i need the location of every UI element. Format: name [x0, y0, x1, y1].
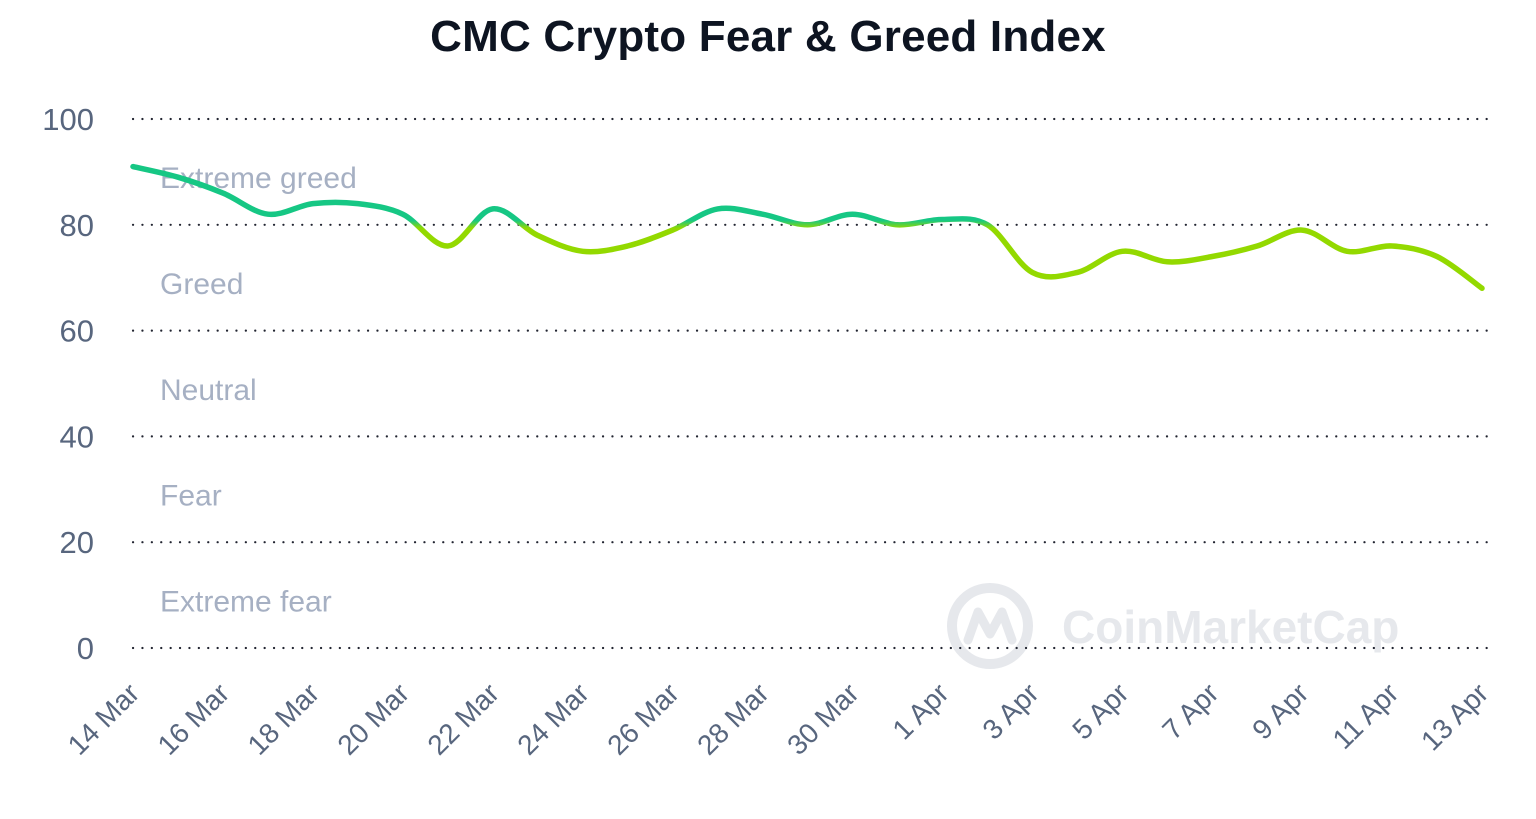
y-tick-label: 0 — [77, 631, 94, 666]
data-point — [716, 207, 720, 211]
data-point — [311, 202, 315, 206]
data-point — [446, 244, 450, 248]
zone-label: Fear — [160, 480, 222, 513]
zone-label: Neutral — [160, 374, 257, 407]
data-point — [895, 223, 899, 227]
data-point — [266, 212, 270, 216]
data-point — [1030, 270, 1034, 274]
data-point — [761, 212, 765, 216]
x-tick-label: 22 Mar — [421, 677, 505, 761]
data-point — [221, 191, 225, 195]
x-tick-label: 9 Apr — [1246, 677, 1314, 745]
x-tick-label: 14 Mar — [62, 677, 146, 761]
data-point — [940, 218, 944, 222]
data-point — [985, 223, 989, 227]
x-tick-label: 5 Apr — [1066, 677, 1134, 745]
data-point — [671, 228, 675, 232]
data-point — [1210, 255, 1214, 259]
data-point — [401, 212, 405, 216]
watermark-text: CoinMarketCap — [1062, 601, 1399, 653]
coinmarketcap-logo-mark — [963, 607, 1017, 645]
x-tick-label: 3 Apr — [976, 677, 1044, 745]
y-tick-label: 80 — [60, 208, 94, 243]
index-line — [130, 163, 1485, 292]
data-point — [626, 244, 630, 248]
data-point — [1345, 249, 1349, 253]
coinmarketcap-watermark: CoinMarketCap — [947, 583, 1399, 669]
zone-label: Extreme fear — [160, 585, 332, 618]
y-axis: 0 20 40 60 80 100 — [42, 102, 94, 666]
data-point — [1075, 270, 1079, 274]
data-point — [176, 175, 180, 179]
x-tick-label: 26 Mar — [601, 677, 685, 761]
data-point — [1435, 255, 1439, 259]
y-tick-label: 100 — [42, 102, 94, 137]
coinmarketcap-logo-icon — [947, 583, 1033, 669]
x-tick-label: 24 Mar — [511, 677, 595, 761]
x-axis: 14 Mar 16 Mar 18 Mar 20 Mar 22 Mar 24 Mar 26 M… — [62, 677, 1495, 761]
data-point — [536, 233, 540, 237]
x-tick-label: 18 Mar — [242, 677, 326, 761]
data-point — [581, 249, 585, 253]
chart-title: CMC Crypto Fear & Greed Index — [430, 12, 1106, 61]
data-point — [1480, 286, 1484, 290]
data-point — [491, 207, 495, 211]
x-tick-label: 20 Mar — [331, 677, 415, 761]
x-tick-label: 30 Mar — [781, 677, 865, 761]
y-tick-label: 20 — [60, 525, 94, 560]
x-tick-label: 28 Mar — [691, 677, 775, 761]
series — [130, 163, 1485, 292]
x-tick-label: 16 Mar — [152, 677, 236, 761]
data-point — [356, 202, 360, 206]
data-point — [1165, 260, 1169, 264]
x-tick-label: 1 Apr — [886, 677, 954, 745]
zone-labels: Extreme greed Greed Neutral Fear Extreme fea… — [160, 162, 357, 618]
data-point — [1390, 244, 1394, 248]
zone-label: Extreme greed — [160, 162, 357, 195]
data-point — [850, 212, 854, 216]
data-point — [1255, 244, 1259, 248]
x-tick-label: 13 Apr — [1415, 677, 1494, 756]
data-point — [1120, 249, 1124, 253]
zone-label: Greed — [160, 268, 243, 301]
x-tick-label: 7 Apr — [1156, 677, 1224, 745]
data-point — [806, 223, 810, 227]
y-tick-label: 60 — [60, 314, 94, 349]
y-tick-label: 40 — [60, 419, 94, 454]
data-point — [131, 165, 135, 169]
x-tick-label: 11 Apr — [1327, 677, 1405, 755]
data-point — [1300, 228, 1304, 232]
grid-lines — [131, 117, 1495, 650]
